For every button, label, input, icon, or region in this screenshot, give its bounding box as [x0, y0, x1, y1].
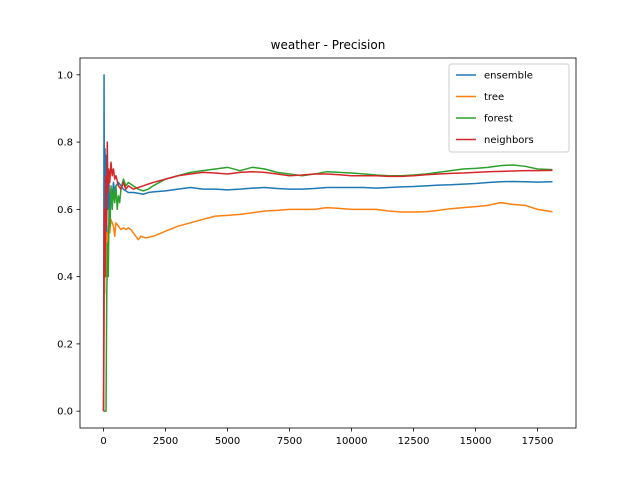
x-tick-label: 12500	[398, 436, 430, 447]
series-line-ensemble	[102, 74, 553, 412]
chart-title: weather - Precision	[271, 38, 386, 52]
y-tick-label: 0.4	[57, 272, 73, 283]
x-tick-label: 2500	[153, 436, 178, 447]
x-tick-label: 10000	[336, 436, 368, 447]
axes-frame	[79, 57, 577, 429]
legend-label-neighbors: neighbors	[484, 135, 534, 146]
x-tick-label: 17500	[522, 436, 554, 447]
legend-label-forest: forest	[484, 114, 513, 125]
legend-label-tree: tree	[484, 92, 504, 103]
x-axis: 0 2500 5000 7500 10000 12500 15000 17500	[100, 428, 553, 447]
y-tick-label: 0.8	[57, 138, 73, 149]
y-tick-label: 0.0	[57, 407, 73, 418]
x-tick-label: 5000	[215, 436, 240, 447]
y-axis: 0.0 0.2 0.4 0.6 0.8 1.0	[57, 70, 80, 418]
y-tick-label: 0.2	[57, 339, 73, 350]
x-tick-label: 0	[100, 436, 106, 447]
legend-box	[448, 63, 570, 153]
series-line-forest	[103, 164, 553, 412]
series-line-tree	[102, 201, 553, 412]
x-tick-label: 7500	[277, 436, 302, 447]
y-tick-label: 0.6	[57, 205, 73, 216]
y-tick-label: 1.0	[57, 70, 73, 81]
plot-lines	[102, 74, 553, 412]
x-tick-label: 15000	[460, 436, 492, 447]
legend-label-ensemble: ensemble	[484, 71, 533, 82]
series-line-neighbors	[102, 141, 553, 412]
legend: ensemble tree forest neighbors	[448, 63, 570, 153]
